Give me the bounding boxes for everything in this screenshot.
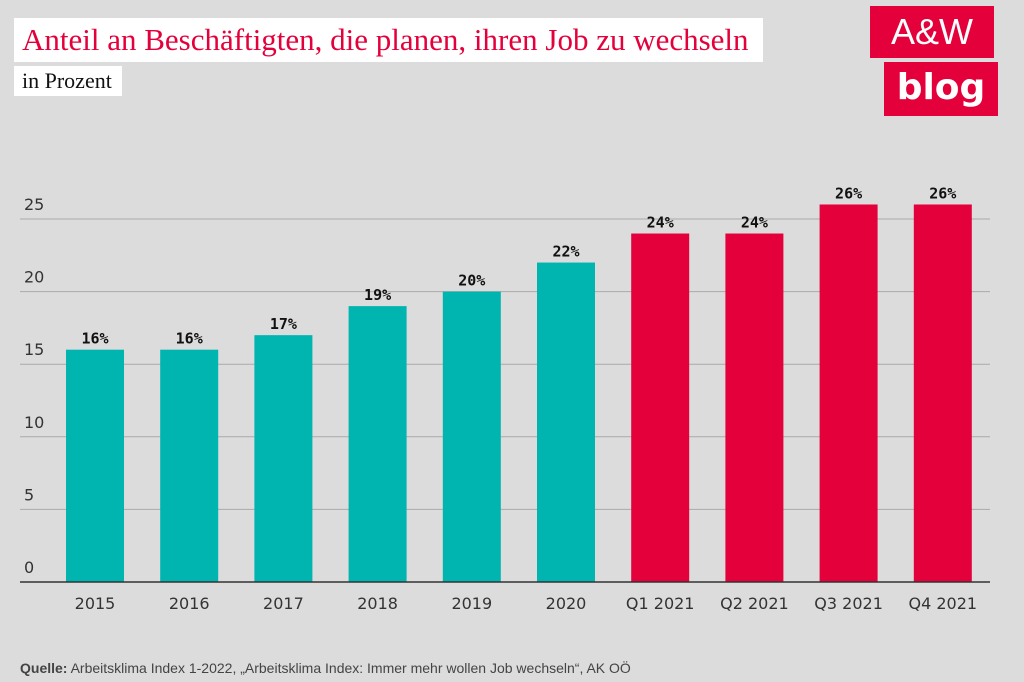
title-box: Anteil an Beschäftigten, die planen, ihr… xyxy=(14,18,763,62)
chart-subtitle: in Prozent xyxy=(22,68,112,93)
x-tick-label: 2019 xyxy=(451,594,492,613)
data-label: 17% xyxy=(270,315,297,333)
bar-q2-2021 xyxy=(725,233,784,582)
y-tick-label-10: 10 xyxy=(24,413,44,432)
y-tick-label-5: 5 xyxy=(24,485,34,504)
bar-2020 xyxy=(537,262,595,582)
x-tick-label: Q4 2021 xyxy=(909,594,978,613)
x-tick-label: 2020 xyxy=(546,594,587,613)
source-note: Quelle: Arbeitsklima Index 1-2022, „Arbe… xyxy=(20,660,631,676)
bar-2015 xyxy=(66,349,124,582)
data-label: 26% xyxy=(929,184,956,202)
logo-line2: blog xyxy=(884,62,998,116)
source-label: Quelle: xyxy=(20,660,68,676)
chart-title: Anteil an Beschäftigten, die planen, ihr… xyxy=(22,22,749,57)
x-tick-label: 2016 xyxy=(169,594,210,613)
y-tick-label-20: 20 xyxy=(24,268,44,287)
x-tick-label: Q1 2021 xyxy=(626,594,695,613)
data-label: 16% xyxy=(81,330,108,348)
x-tick-label: 2018 xyxy=(357,594,398,613)
x-tick-label: Q2 2021 xyxy=(720,594,789,613)
data-label: 19% xyxy=(364,286,391,304)
data-label: 24% xyxy=(741,214,768,232)
subtitle-box: in Prozent xyxy=(14,66,122,96)
logo-line1: A&W xyxy=(870,6,994,58)
y-tick-label-15: 15 xyxy=(24,340,44,359)
source-text: Arbeitsklima Index 1-2022, „Arbeitsklima… xyxy=(67,660,631,676)
bar-2016 xyxy=(160,349,219,582)
x-tick-label: Q3 2021 xyxy=(814,594,883,613)
data-label: 22% xyxy=(552,243,579,261)
bar-q4-2021 xyxy=(913,204,972,583)
aw-blog-logo: A&W blog xyxy=(870,6,998,116)
bar-2019 xyxy=(442,291,501,582)
data-label: 24% xyxy=(647,214,674,232)
bar-q3-2021 xyxy=(819,204,878,583)
x-tick-label: 2017 xyxy=(263,594,304,613)
y-tick-label-0: 0 xyxy=(24,558,34,577)
data-label: 26% xyxy=(835,184,862,202)
x-tick-label: 2015 xyxy=(75,594,116,613)
bar-2017 xyxy=(254,335,313,582)
data-label: 16% xyxy=(176,330,203,348)
bar-2018 xyxy=(348,306,407,582)
data-label: 20% xyxy=(458,272,485,290)
y-tick-label-25: 25 xyxy=(24,195,44,214)
bar-q1-2021 xyxy=(631,233,690,582)
